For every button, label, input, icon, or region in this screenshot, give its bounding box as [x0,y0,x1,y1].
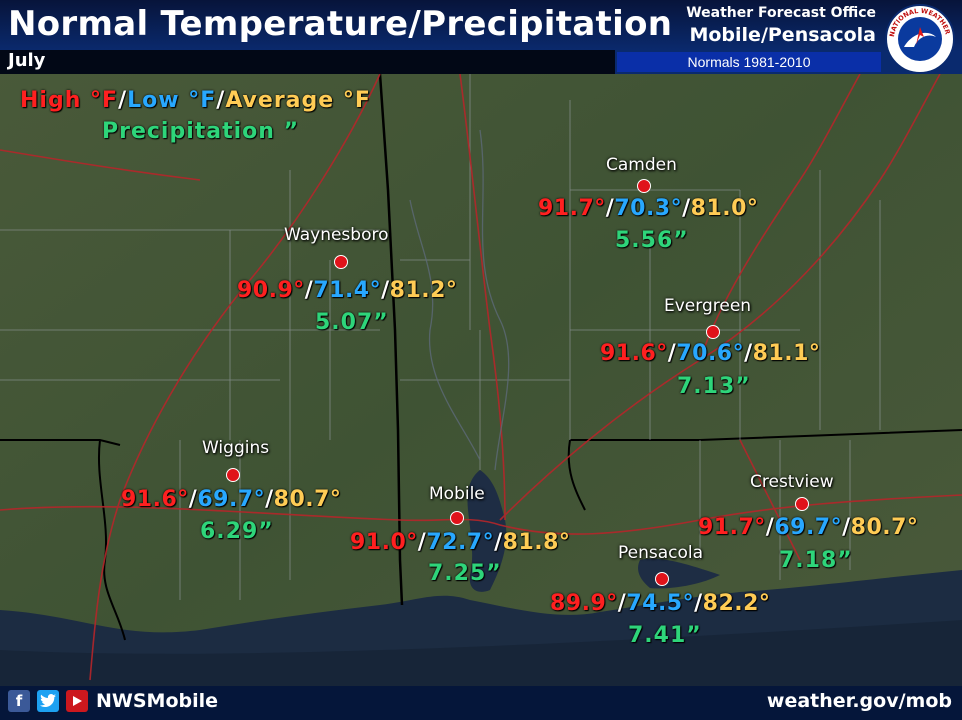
low-temp: 70.3° [614,196,683,221]
footer-bar [0,686,962,720]
city-temperatures: 91.0°/72.7°/81.8° [350,530,570,555]
separator: / [188,487,198,512]
youtube-icon[interactable] [66,690,88,712]
avg-temp: 80.7° [850,515,919,540]
separator: / [381,278,390,303]
separator: / [667,341,677,366]
city-precip: 7.25” [428,561,502,586]
legend-precipitation: Precipitation ” [102,119,300,144]
high-temp: 91.6° [121,487,189,512]
city-name: Pensacola [618,543,704,563]
facebook-icon[interactable]: f [8,690,30,712]
normals-period: Normals 1981-2010 [687,54,811,70]
website-link[interactable]: weather.gov/mob [766,690,952,712]
separator: / [842,515,851,540]
station-marker[interactable] [637,179,651,193]
separator: / [494,530,503,555]
low-temp: 71.4° [313,278,382,303]
city-precip: 5.07” [315,310,389,335]
separator: / [605,196,615,221]
city-name: Waynesboro [284,225,389,245]
city-temperatures: 91.6°/70.6°/81.1° [600,341,820,366]
city-precip: 5.56” [615,228,689,253]
separator: / [694,591,703,616]
low-temp: 72.7° [426,530,495,555]
city-precip: 7.18” [779,548,853,573]
normals-bar [617,52,881,72]
legend-sep: / [216,88,226,113]
legend-sep: / [118,88,128,113]
low-temp: 74.5° [626,591,695,616]
low-temp: 70.6° [676,341,745,366]
separator: / [304,278,314,303]
nws-logo-icon: NATIONAL WEATHER SERVICE [884,3,955,74]
legend-low: Low °F [127,88,217,113]
city-temperatures: 91.7°/69.7°/80.7° [698,515,918,540]
avg-temp: 80.7° [273,487,342,512]
low-temp: 69.7° [197,487,266,512]
avg-temp: 82.2° [702,591,771,616]
station-marker[interactable] [334,255,348,269]
city-precip: 6.29” [200,519,274,544]
office-name: Mobile/Pensacola [689,24,876,46]
separator: / [765,515,775,540]
station-marker[interactable] [795,497,809,511]
separator: / [617,591,627,616]
separator: / [744,341,753,366]
legend-high: High °F [20,88,119,113]
low-temp: 69.7° [774,515,843,540]
social-handle[interactable]: NWSMobile [96,690,219,712]
legend-temperature: High °F/Low °F/Average °F [20,88,371,113]
city-name: Evergreen [664,296,752,316]
station-marker[interactable] [706,325,720,339]
city-name: Wiggins [202,438,270,458]
avg-temp: 81.2° [389,278,458,303]
office-label: Weather Forecast Office [686,5,876,21]
city-precip: 7.13” [677,374,751,399]
high-temp: 91.7° [698,515,766,540]
city-temperatures: 91.6°/69.7°/80.7° [121,487,341,512]
high-temp: 90.9° [237,278,305,303]
station-marker[interactable] [450,511,464,525]
separator: / [417,530,427,555]
avg-temp: 81.1° [752,341,821,366]
city-precip: 7.41” [628,623,702,648]
high-temp: 89.9° [550,591,618,616]
city-temperatures: 90.9°/71.4°/81.2° [237,278,457,303]
high-temp: 91.0° [350,530,418,555]
city-name: Camden [606,155,677,175]
month-label: July [8,50,46,71]
station-marker[interactable] [655,572,669,586]
separator: / [265,487,274,512]
separator: / [682,196,691,221]
high-temp: 91.6° [600,341,668,366]
twitter-icon[interactable] [37,690,59,712]
legend-average: Average °F [225,88,371,113]
city-temperatures: 89.9°/74.5°/82.2° [550,591,770,616]
avg-temp: 81.0° [690,196,759,221]
city-temperatures: 91.7°/70.3°/81.0° [538,196,758,221]
high-temp: 91.7° [538,196,606,221]
subtitle-bar [0,50,615,74]
page-title: Normal Temperature/Precipitation [8,4,673,44]
city-name: Crestview [750,472,834,492]
station-marker[interactable] [226,468,240,482]
city-name: Mobile [429,484,485,504]
avg-temp: 81.8° [502,530,571,555]
